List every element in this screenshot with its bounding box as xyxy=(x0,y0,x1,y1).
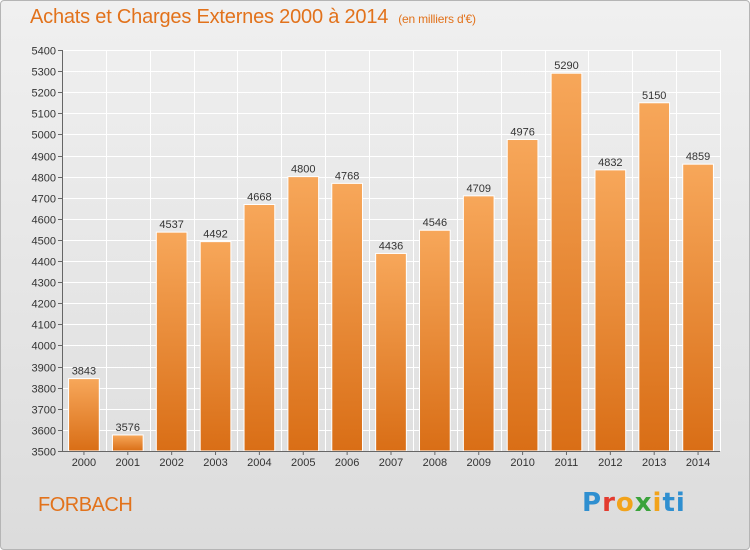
unit-label: (en milliers d'€) xyxy=(398,12,476,26)
x-tick-label: 2008 xyxy=(423,457,447,469)
y-tick-label: 4700 xyxy=(32,194,56,206)
x-tick-label: 2012 xyxy=(598,457,622,469)
logo-letter: P xyxy=(582,488,603,518)
y-tick-label: 3900 xyxy=(32,363,56,375)
bar xyxy=(462,195,495,452)
y-tick-label: 4200 xyxy=(32,299,56,311)
chart-title: Achats et Charges Externes 2000 à 2014 (e… xyxy=(30,6,476,29)
bar xyxy=(594,169,627,452)
bar xyxy=(550,72,583,452)
bar xyxy=(155,231,188,452)
bar xyxy=(682,163,714,452)
bar-value-label: 4800 xyxy=(291,164,315,176)
bar-value-label: 4436 xyxy=(379,240,403,252)
bar xyxy=(199,241,232,452)
bar-value-label: 4768 xyxy=(335,170,359,182)
bar xyxy=(419,229,451,452)
bar-value-label: 4976 xyxy=(510,126,534,138)
y-tick-label: 3600 xyxy=(32,426,56,438)
y-tick-label: 5000 xyxy=(32,130,56,142)
bar-value-label: 4492 xyxy=(203,229,227,241)
y-tick-label: 5400 xyxy=(32,46,56,58)
y-tick-label: 4800 xyxy=(32,173,56,185)
bar-value-label: 4859 xyxy=(686,151,710,163)
y-tick-label: 5100 xyxy=(32,109,56,121)
bar xyxy=(68,378,100,452)
title-text: Achats et Charges Externes 2000 à 2014 xyxy=(30,6,389,28)
y-tick-label: 4000 xyxy=(32,341,56,353)
x-tick-label: 2000 xyxy=(72,457,96,469)
y-tick-label: 4500 xyxy=(32,236,56,248)
x-tick-label: 2002 xyxy=(159,457,183,469)
bar-value-label: 4537 xyxy=(159,219,183,231)
bar xyxy=(331,182,363,452)
axes: 3500 3600 3700 3800 3900 4000 4100 4200 4300 4400… xyxy=(32,46,720,469)
bar xyxy=(638,102,671,452)
city-name: FORBACH xyxy=(38,494,133,516)
proxiti-logo: Proxiti xyxy=(582,488,686,518)
x-tick-label: 2004 xyxy=(247,457,271,469)
y-tick-label: 3800 xyxy=(32,384,56,396)
y-tick-label: 4600 xyxy=(32,215,56,227)
y-tick-label: 4100 xyxy=(32,320,56,332)
bars: 3843 3576 4537 4492 4668 4800 4768 4436 4546 4709… xyxy=(68,60,714,452)
x-tick-label: 2013 xyxy=(642,457,666,469)
x-tick-label: 2005 xyxy=(291,457,315,469)
y-tick-label: 5300 xyxy=(32,67,56,79)
bar-value-label: 3576 xyxy=(116,422,140,434)
x-tick-label: 2001 xyxy=(116,457,140,469)
x-tick-label: 2014 xyxy=(686,457,710,469)
bar xyxy=(506,138,539,452)
logo-letter: i xyxy=(652,488,663,518)
bar xyxy=(111,434,144,452)
bar-value-label: 4832 xyxy=(598,157,622,169)
logo-letter: ti xyxy=(662,488,686,518)
bar-value-label: 5150 xyxy=(642,90,666,102)
x-tick-label: 2006 xyxy=(335,457,359,469)
y-tick-label: 4900 xyxy=(32,152,56,164)
bar xyxy=(243,203,276,452)
x-tick-label: 2003 xyxy=(203,457,227,469)
bar-value-label: 5290 xyxy=(554,60,578,72)
x-tick-label: 2011 xyxy=(555,457,579,469)
bar xyxy=(287,176,320,452)
x-tick-label: 2007 xyxy=(379,457,403,469)
logo-letter: x xyxy=(634,488,653,518)
bar-value-label: 4668 xyxy=(247,191,271,203)
y-tick-label: 3500 xyxy=(32,447,56,459)
bar xyxy=(375,252,407,452)
y-tick-label: 4300 xyxy=(32,278,56,290)
bar-value-label: 4546 xyxy=(423,217,447,229)
bar-value-label: 3843 xyxy=(72,366,96,378)
x-tick-label: 2009 xyxy=(466,457,490,469)
x-tick-label: 2010 xyxy=(510,457,534,469)
logo-letter: o xyxy=(615,488,635,518)
y-tick-label: 4400 xyxy=(32,257,56,269)
bar-value-label: 4709 xyxy=(466,183,490,195)
y-tick-label: 5200 xyxy=(32,88,56,100)
y-tick-label: 3700 xyxy=(32,405,56,417)
logo-letter: r xyxy=(602,488,616,518)
